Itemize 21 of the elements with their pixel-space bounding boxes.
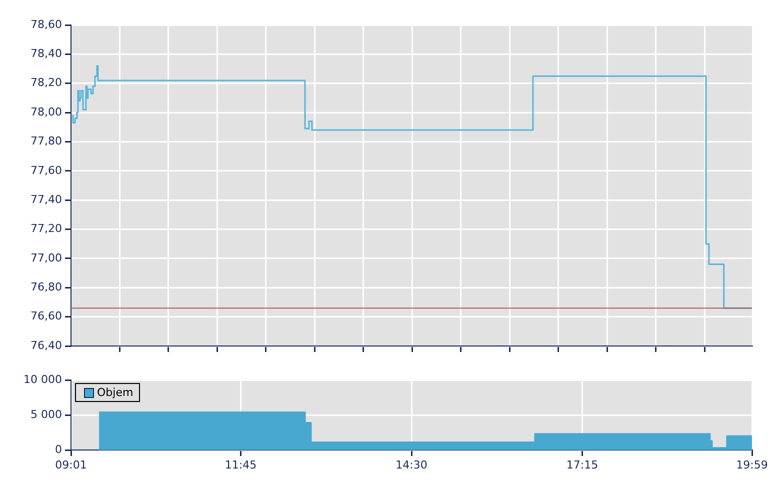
y-tick-label: 10 000 (24, 372, 62, 386)
y-tick-label: 77,80 (30, 134, 62, 148)
y-tick-label: 77,40 (30, 192, 62, 206)
x-tick-label: 11:45 (224, 458, 257, 472)
x-tick-label: 19:59 (736, 458, 768, 472)
legend-label: Objem (97, 386, 134, 399)
y-tick-label: 77,60 (30, 164, 62, 177)
y-tick-label: 77,20 (30, 222, 62, 236)
y-tick-label: 77,00 (30, 251, 62, 264)
y-tick-label: 76,60 (30, 310, 62, 323)
y-tick-label: 76,40 (30, 338, 62, 352)
y-tick-label: 78,20 (30, 76, 62, 90)
y-tick-label: 78,40 (30, 47, 62, 60)
x-tick-label: 17:15 (566, 458, 598, 472)
x-tick-label: 09:01 (55, 458, 87, 472)
y-tick-label: 5 000 (30, 408, 62, 421)
y-tick-label: 0 (55, 442, 62, 456)
y-tick-label: 76,80 (30, 280, 62, 294)
y-tick-label: 78,00 (30, 105, 62, 118)
y-tick-label: 78,60 (30, 18, 62, 31)
x-tick-label: 14:30 (396, 458, 428, 472)
